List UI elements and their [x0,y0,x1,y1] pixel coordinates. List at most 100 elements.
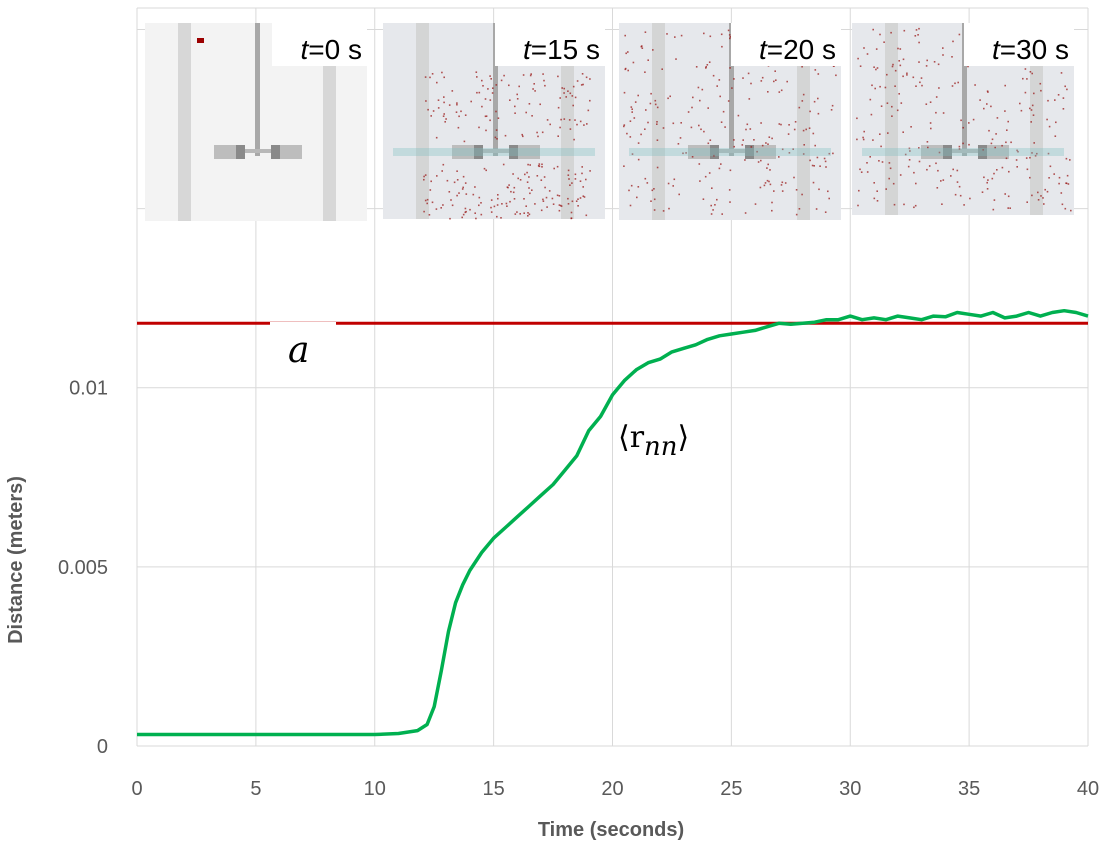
impeller-block-left [943,145,952,159]
particle [794,121,797,123]
particle [640,133,642,136]
particle [918,61,920,63]
particle [958,148,961,150]
particle [673,178,676,181]
particle [1008,170,1010,173]
particle [581,166,583,168]
particle [442,163,445,166]
particle [556,194,559,197]
particle [754,203,757,205]
particle [523,198,525,200]
impeller-block-left [236,145,245,159]
particle [710,204,712,207]
particle [507,186,509,189]
particle [1064,207,1067,210]
particle [508,84,510,87]
particle [543,79,545,82]
particle [917,34,919,36]
particle [480,202,482,204]
particle [534,90,536,92]
particle [903,203,905,206]
particle [451,90,454,92]
particle [560,205,563,207]
annotation-rnn-main: ⟨r [618,420,645,455]
particle [991,138,994,141]
particle [557,106,560,109]
particle [724,126,726,128]
particle [954,193,957,196]
particle [1031,104,1034,107]
particle [972,118,975,121]
particle [935,111,937,114]
particle [586,123,588,125]
x-tick-label: 15 [483,778,505,800]
particle [461,216,463,219]
particle [560,118,562,121]
particle [814,69,817,71]
particle [899,174,902,176]
particle [529,164,531,166]
particle [669,95,671,98]
particle [808,127,811,129]
particle [465,210,467,213]
particle [957,81,959,84]
particle [545,196,548,199]
particle [496,138,498,140]
particle [575,200,578,202]
particle [1044,188,1046,191]
particle [907,165,910,168]
particle [637,94,639,97]
particle [431,73,434,75]
particle [574,119,576,121]
particle [623,91,626,94]
particle [891,105,893,108]
particle [894,85,896,87]
particle [728,34,731,36]
snapshot-label-symbol: t [759,34,768,65]
particle [464,207,467,210]
particle [969,197,971,200]
particle [891,65,894,68]
particle [429,189,432,191]
particle [774,70,776,72]
particle [856,117,858,120]
particle [432,110,435,112]
particle [458,192,460,194]
particle [667,182,670,185]
particle [462,175,465,178]
particle [903,29,906,32]
particle [495,129,498,131]
particle [516,98,519,100]
baffle-right [561,23,574,219]
particle [942,112,945,114]
particle [589,78,591,80]
particle [1066,174,1069,177]
particle [443,76,445,79]
particle [737,114,740,117]
snapshot-label: t=0 s [301,34,362,65]
particle [885,188,887,190]
particle [899,64,902,67]
particle [462,186,464,189]
particle [920,77,923,79]
particle [443,113,445,115]
particle [1015,159,1018,161]
particle [766,167,768,169]
particle [771,209,773,212]
particle [497,117,500,119]
particle [862,138,865,141]
particle [835,74,837,77]
particle [423,178,425,181]
particle [941,203,943,205]
particle [492,87,494,89]
particle [711,187,713,189]
particle [449,217,451,220]
x-tick-label: 20 [601,778,623,800]
particle [918,147,920,149]
annotation-rnn-close: ⟩ [678,420,690,455]
particle [858,189,860,192]
particle [556,165,559,168]
particle [1060,72,1063,74]
particle [873,66,875,68]
particle [1046,118,1048,121]
